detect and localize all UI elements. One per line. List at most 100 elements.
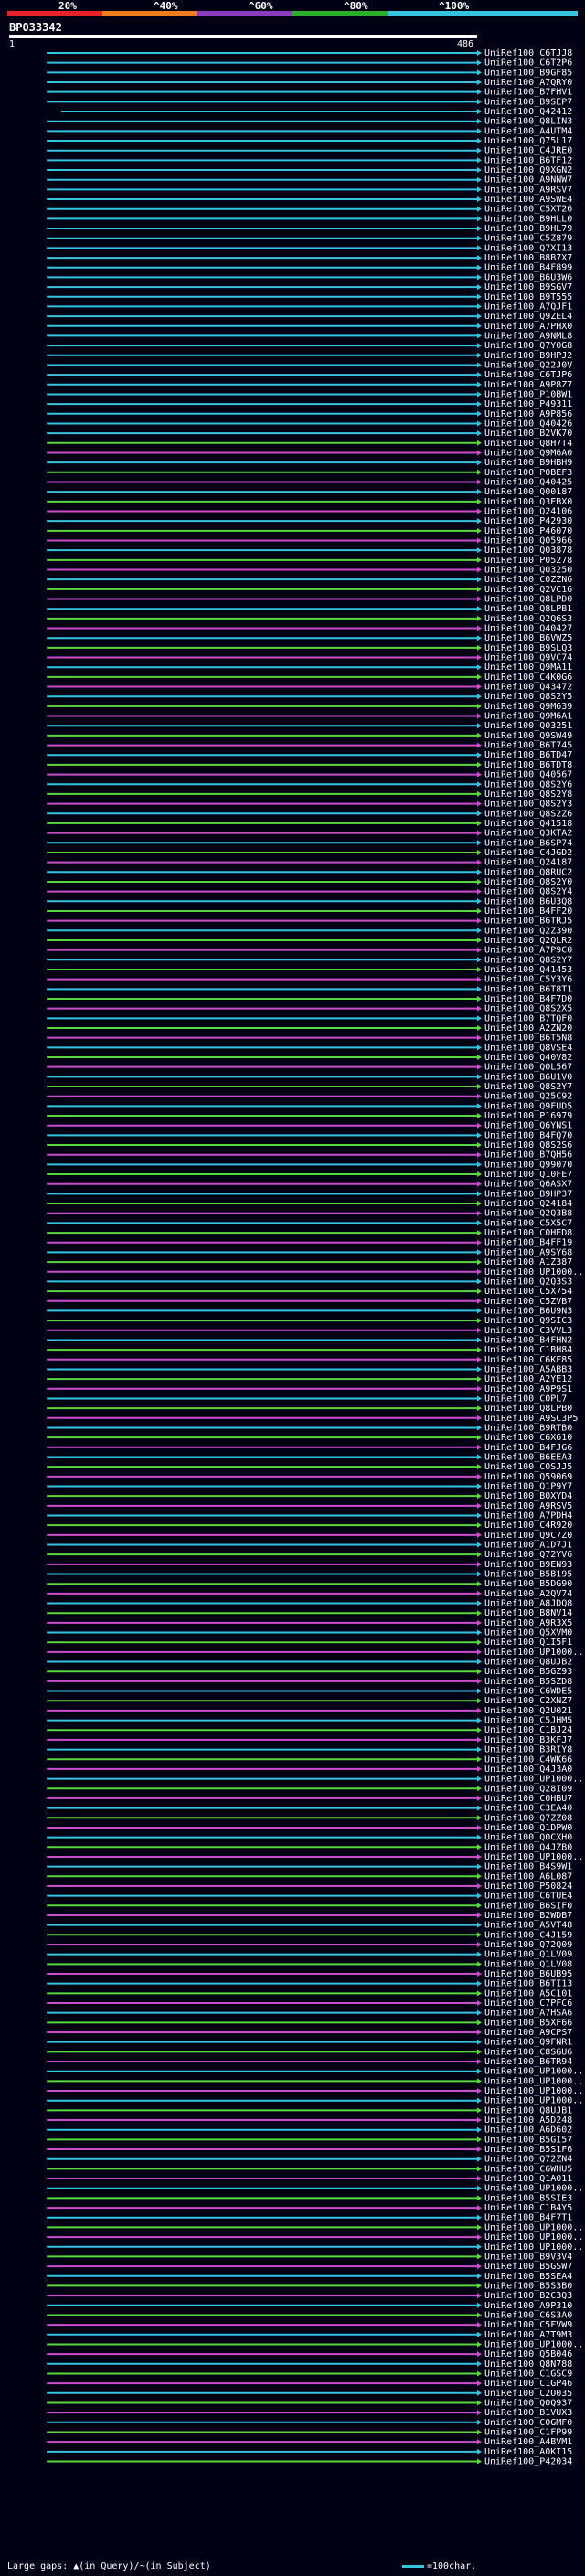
hit-accession[interactable]: UniRef100_C4JGD2 (484, 848, 572, 858)
hit-accession[interactable]: UniRef100_Q8S2Y5 (484, 692, 572, 702)
hit-accession[interactable]: UniRef100_Q40567 (484, 770, 572, 780)
hit-accession[interactable]: UniRef100_C6WDE5 (484, 1687, 572, 1697)
hit-accession[interactable]: UniRef100_B9SLQ3 (484, 643, 572, 653)
hit-accession[interactable]: UniRef100_Q8UJB1 (484, 2105, 572, 2115)
hit-accession[interactable]: UniRef100_C2O035 (484, 2389, 572, 2399)
hit-accession[interactable]: UniRef100_P05278 (484, 556, 572, 566)
hit-accession[interactable]: UniRef100_A1D7J1 (484, 1541, 572, 1551)
hit-accession[interactable]: UniRef100_A4UTM4 (484, 126, 572, 136)
hit-accession[interactable]: UniRef100_B5B195 (484, 1570, 572, 1580)
hit-accession[interactable]: UniRef100_Q9SIC3 (484, 1316, 572, 1326)
hit-accession[interactable]: UniRef100_B5S3B0 (484, 2281, 572, 2291)
hit-accession[interactable]: UniRef100_B6TR94 (484, 2057, 572, 2067)
hit-accession[interactable]: UniRef100_UP1000... (484, 2339, 585, 2349)
hit-accession[interactable]: UniRef100_Q6YNS1 (484, 1121, 572, 1131)
hit-accession[interactable]: UniRef100_B2VK70 (484, 429, 572, 439)
hit-accession[interactable]: UniRef100_C0PL7 (484, 1394, 567, 1404)
hit-accession[interactable]: UniRef100_Q25C92 (484, 1092, 572, 1102)
hit-accession[interactable]: UniRef100_Q40426 (484, 419, 572, 429)
hit-accession[interactable]: UniRef100_Q8S2Z6 (484, 809, 572, 819)
hit-accession[interactable]: UniRef100_Q9ZEL4 (484, 312, 572, 322)
hit-accession[interactable]: UniRef100_A7PDH4 (484, 1511, 572, 1521)
hit-accession[interactable]: UniRef100_P10BW1 (484, 389, 572, 399)
hit-accession[interactable]: UniRef100_B6SIF0 (484, 1901, 572, 1911)
hit-accession[interactable]: UniRef100_UP1000... (484, 1852, 585, 1862)
hit-accession[interactable]: UniRef100_B5S1F6 (484, 2145, 572, 2155)
hit-accession[interactable]: UniRef100_Q8N788 (484, 2359, 572, 2369)
hit-accession[interactable]: UniRef100_Q43472 (484, 683, 572, 693)
hit-accession[interactable]: UniRef100_B6U1V0 (484, 1072, 572, 1082)
hit-accession[interactable]: UniRef100_B6TF12 (484, 155, 572, 165)
hit-accession[interactable]: UniRef100_Q9M6A1 (484, 712, 572, 722)
hit-accession[interactable]: UniRef100_C1GP46 (484, 2379, 572, 2389)
hit-accession[interactable]: UniRef100_UP1000... (484, 2086, 585, 2096)
hit-accession[interactable]: UniRef100_A5D248 (484, 2115, 572, 2125)
hit-accession[interactable]: UniRef100_Q9XGN2 (484, 165, 572, 175)
hit-accession[interactable]: UniRef100_Q4J3A0 (484, 1765, 572, 1775)
hit-accession[interactable]: UniRef100_B2WDB7 (484, 1911, 572, 1921)
hit-accession[interactable]: UniRef100_A6L087 (484, 1871, 572, 1882)
hit-accession[interactable]: UniRef100_C1FP99 (484, 2427, 572, 2437)
hit-accession[interactable]: UniRef100_Q8S2S6 (484, 1140, 572, 1150)
hit-accession[interactable]: UniRef100_Q8LPB0 (484, 1404, 572, 1414)
hit-accession[interactable]: UniRef100_A7QRY0 (484, 78, 572, 88)
hit-accession[interactable]: UniRef100_B4F7D0 (484, 994, 572, 1004)
hit-accession[interactable]: UniRef100_A7P9C0 (484, 946, 572, 956)
hit-accession[interactable]: UniRef100_C6KF85 (484, 1355, 572, 1365)
hit-accession[interactable]: UniRef100_P0BEF3 (484, 468, 572, 478)
hit-accession[interactable]: UniRef100_Q8S2Y8 (484, 790, 572, 800)
hit-accession[interactable]: UniRef100_C4K0G6 (484, 673, 572, 683)
hit-accession[interactable]: UniRef100_P50824 (484, 1882, 572, 1892)
hit-accession[interactable]: UniRef100_C4JRE0 (484, 146, 572, 156)
hit-accession[interactable]: UniRef100_C0HBU7 (484, 1794, 572, 1804)
hit-accession[interactable]: UniRef100_A2YE12 (484, 1374, 572, 1384)
hit-accession[interactable]: UniRef100_B4FJG6 (484, 1443, 572, 1453)
hit-accession[interactable]: UniRef100_A5C101 (484, 1988, 572, 1998)
hit-accession[interactable]: UniRef100_B6TD47 (484, 750, 572, 760)
hit-accession[interactable]: UniRef100_P46070 (484, 526, 572, 536)
hit-accession[interactable]: UniRef100_UP1000... (484, 2067, 585, 2077)
hit-accession[interactable]: UniRef100_B7FHV1 (484, 88, 572, 98)
hit-accession[interactable]: UniRef100_B9T555 (484, 292, 572, 302)
hit-accession[interactable]: UniRef100_UP1000... (484, 2096, 585, 2106)
hit-accession[interactable]: UniRef100_B9HP37 (484, 1189, 572, 1199)
hit-accession[interactable]: UniRef100_B6T745 (484, 741, 572, 751)
hit-accession[interactable]: UniRef100_A9P8Z7 (484, 380, 572, 390)
hit-accession[interactable]: UniRef100_B0XYD4 (484, 1491, 572, 1501)
hit-accession[interactable]: UniRef100_Q2Q3S3 (484, 1277, 572, 1287)
hit-accession[interactable]: UniRef100_C5XT26 (484, 205, 572, 215)
hit-accession[interactable]: UniRef100_B4S9W1 (484, 1862, 572, 1872)
hit-accession[interactable]: UniRef100_Q72ZN4 (484, 2155, 572, 2165)
hit-accession[interactable]: UniRef100_Q7XI13 (484, 243, 572, 253)
hit-accession[interactable]: UniRef100_Q42412 (484, 107, 572, 117)
hit-accession[interactable]: UniRef100_C6X610 (484, 1433, 572, 1443)
hit-accession[interactable]: UniRef100_Q3KTA2 (484, 829, 572, 839)
hit-accession[interactable]: UniRef100_Q8LPB1 (484, 604, 572, 614)
hit-accession[interactable]: UniRef100_Q24187 (484, 858, 572, 868)
hit-accession[interactable]: UniRef100_B2C3Q3 (484, 2291, 572, 2301)
hit-accession[interactable]: UniRef100_C1GSC9 (484, 2369, 572, 2379)
hit-accession[interactable]: UniRef100_C6WHU5 (484, 2164, 572, 2174)
hit-accession[interactable]: UniRef100_Q0L567 (484, 1063, 572, 1073)
hit-accession[interactable]: UniRef100_Q1LV08 (484, 1959, 572, 1969)
hit-accession[interactable]: UniRef100_Q8S2Y7 (484, 1082, 572, 1092)
hit-accession[interactable]: UniRef100_UP1000... (484, 1648, 585, 1658)
hit-accession[interactable]: UniRef100_B9HL79 (484, 224, 572, 234)
hit-accession[interactable]: UniRef100_A7T9M3 (484, 2330, 572, 2340)
hit-accession[interactable]: UniRef100_B8NV14 (484, 1608, 572, 1618)
hit-accession[interactable]: UniRef100_Q72YV6 (484, 1550, 572, 1560)
hit-accession[interactable]: UniRef100_Q40V82 (484, 1053, 572, 1063)
hit-accession[interactable]: UniRef100_Q9FNR1 (484, 2038, 572, 2048)
hit-accession[interactable]: UniRef100_C6TUE4 (484, 1892, 572, 1902)
hit-accession[interactable]: UniRef100_Q9SW49 (484, 731, 572, 741)
hit-accession[interactable]: UniRef100_A2QV74 (484, 1589, 572, 1599)
hit-accession[interactable]: UniRef100_Q9MA11 (484, 663, 572, 673)
hit-accession[interactable]: UniRef100_B9GF85 (484, 68, 572, 78)
hit-accession[interactable]: UniRef100_Q2QLR2 (484, 936, 572, 946)
hit-accession[interactable]: UniRef100_C0GMF0 (484, 2418, 572, 2428)
hit-accession[interactable]: UniRef100_UP1000... (484, 2232, 585, 2242)
hit-accession[interactable]: UniRef100_Q8RUC2 (484, 867, 572, 877)
hit-accession[interactable]: UniRef100_Q0CXH0 (484, 1833, 572, 1843)
hit-accession[interactable]: UniRef100_B6U3W6 (484, 272, 572, 282)
hit-accession[interactable]: UniRef100_Q4JZB0 (484, 1842, 572, 1852)
